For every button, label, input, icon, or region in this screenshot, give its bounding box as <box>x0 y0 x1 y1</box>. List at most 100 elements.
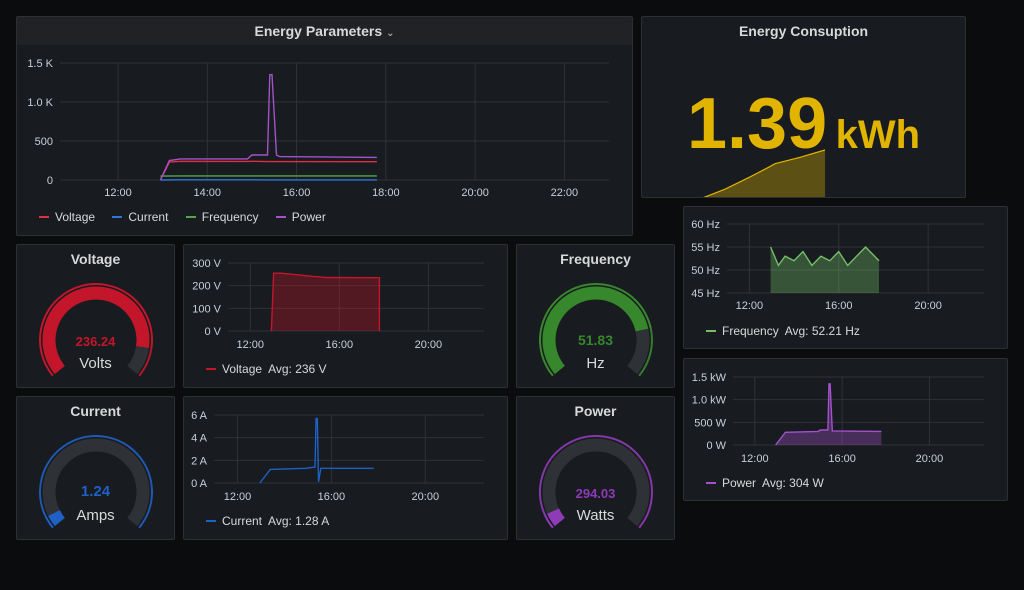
gauge-threshold-ring <box>45 516 54 529</box>
legend-item-frequency[interactable]: Frequency <box>185 210 259 224</box>
legend-label: Frequency <box>201 210 259 224</box>
legend-swatch-power <box>275 215 286 218</box>
series-line <box>775 383 882 446</box>
y-tick-label: 1.5 K <box>27 58 53 70</box>
energy-consumption-value: 1.39 <box>686 84 828 164</box>
y-tick-label: 0 <box>47 175 53 187</box>
legend-swatch-frequency <box>185 215 196 218</box>
legend-item-power[interactable]: Power <box>275 210 326 224</box>
x-tick-label: 16:00 <box>318 491 346 503</box>
x-tick-label: 20:00 <box>412 491 440 503</box>
series-line <box>270 272 381 332</box>
legend-item-current[interactable]: Current Avg: 1.28 A <box>206 514 329 528</box>
voltage-gauge-unit: Volts <box>79 355 112 372</box>
y-tick-label: 0 V <box>204 326 221 338</box>
x-tick-label: 22:00 <box>551 187 579 199</box>
y-tick-label: 500 <box>35 136 53 148</box>
x-tick-label: 12:00 <box>741 453 769 465</box>
power-gauge-unit: Watts <box>576 507 615 524</box>
legend-swatch-frequency <box>706 329 716 332</box>
power-chart: 0 W 500 W 1.0 kW 1.5 kW 12:00 16:00 20:00 <box>692 372 984 465</box>
gauge-fill <box>542 286 649 375</box>
gauge-threshold-ring <box>39 435 153 529</box>
x-tick-label: 20:00 <box>415 339 443 351</box>
legend-item-power[interactable]: Power Avg: 304 W <box>706 476 824 490</box>
gauge-threshold-ring <box>539 435 653 529</box>
legend-label: Current <box>222 514 263 528</box>
legend-swatch-voltage <box>39 215 49 218</box>
legend-label: Power <box>291 210 326 224</box>
power-gauge <box>539 435 653 529</box>
legend-item-current[interactable]: Current <box>112 210 168 224</box>
panel-title[interactable]: Voltage <box>70 251 121 267</box>
voltage-chart: 0 V 100 V 200 V 300 V 12:00 16:00 20:00 <box>192 258 484 351</box>
energy-consumption-sparkline <box>703 149 826 197</box>
y-tick-label: 200 V <box>192 281 221 293</box>
current-gauge-panel: Current 1.24 Amps <box>16 396 175 540</box>
legend-avg: Avg: 1.28 A <box>268 514 330 528</box>
series-line <box>259 417 374 484</box>
panel-header[interactable] <box>17 17 632 45</box>
legend-swatch-current <box>112 215 123 218</box>
current-graph-legend: Current Avg: 1.28 A <box>206 514 343 528</box>
x-tick-label: 18:00 <box>372 187 400 199</box>
voltage-gauge-panel: Voltage 236.24 Volts <box>16 244 175 388</box>
y-tick-label: 1.0 kW <box>692 395 727 407</box>
x-tick-label: 12:00 <box>236 339 264 351</box>
power-gauge-value: 294.03 <box>575 486 616 501</box>
y-tick-label: 1.0 K <box>27 97 53 109</box>
x-tick-label: 16:00 <box>283 187 311 199</box>
energy-consumption-panel: Energy Consuption 1.39 kWh <box>641 16 966 198</box>
energy-parameters-panel: Energy Parameters ⌄ 0 500 1.0 K 1.5 K 12:00 14… <box>16 16 633 236</box>
sparkline-area <box>705 150 825 197</box>
series-area <box>271 273 380 331</box>
legend-item-frequency[interactable]: Frequency Avg: 52.21 Hz <box>706 324 860 338</box>
frequency-chart: 45 Hz 50 Hz 55 Hz 60 Hz 12:00 16:00 20:00 <box>691 219 984 312</box>
y-tick-label: 50 Hz <box>691 265 720 277</box>
legend-label: Frequency <box>722 324 779 338</box>
gauge-track <box>42 438 150 527</box>
frequency-graph-panel: 45 Hz 50 Hz 55 Hz 60 Hz 12:00 16:00 20:00 Freq… <box>683 206 1008 349</box>
current-chart: 0 A 2 A 4 A 6 A 12:00 16:00 20:00 <box>191 410 484 503</box>
gauge-fill <box>547 508 565 527</box>
legend-avg: Avg: 304 W <box>762 476 824 490</box>
legend-avg: Avg: 52.21 Hz <box>784 324 860 338</box>
gauge-threshold-ring <box>543 514 554 529</box>
energy-parameters-chart: 0 500 1.0 K 1.5 K 12:00 14:00 16:00 18:00 20:00 2… <box>27 58 609 199</box>
x-tick-label: 12:00 <box>104 187 132 199</box>
series-line <box>769 245 880 267</box>
current-gauge <box>39 435 153 529</box>
y-tick-label: 0 W <box>706 440 726 452</box>
gauge-fill <box>48 510 65 527</box>
legend-label: Current <box>128 210 169 224</box>
x-tick-label: 16:00 <box>825 300 853 312</box>
voltage-gauge-value: 236.24 <box>75 334 116 349</box>
legend-item-voltage[interactable]: Voltage <box>39 210 95 224</box>
legend-swatch-voltage <box>206 367 216 370</box>
gauge-threshold-ring <box>539 283 652 377</box>
gauge-threshold-ring <box>138 348 153 377</box>
panel-title[interactable]: Power <box>574 403 617 419</box>
voltage-graph-legend: Voltage Avg: 236 V <box>206 362 341 376</box>
power-gauge-panel: Power 294.03 Watts <box>516 396 675 540</box>
power-graph-panel: 0 W 500 W 1.0 kW 1.5 kW 12:00 16:00 20:00 Powe… <box>683 358 1008 501</box>
current-graph-panel: 0 A 2 A 4 A 6 A 12:00 16:00 20:00 Current Avg:… <box>183 396 508 540</box>
chevron-down-icon[interactable]: ⌄ <box>386 28 395 39</box>
legend-swatch-current <box>206 519 216 522</box>
x-tick-label: 16:00 <box>326 339 354 351</box>
x-tick-label: 20:00 <box>916 453 944 465</box>
voltage-gauge <box>39 283 153 377</box>
gauge-fill <box>42 286 150 375</box>
sparkline-line <box>703 149 826 197</box>
frequency-gauge-panel: Frequency 51.83 Hz <box>516 244 675 388</box>
panel-title[interactable]: Frequency <box>560 251 631 267</box>
panel-title-text[interactable]: Energy Parameters <box>254 23 383 39</box>
y-tick-label: 4 A <box>191 433 208 445</box>
x-tick-label: 20:00 <box>914 300 942 312</box>
legend-item-voltage[interactable]: Voltage Avg: 236 V <box>206 362 327 376</box>
panel-title[interactable]: Current <box>70 403 121 419</box>
current-gauge-unit: Amps <box>76 507 115 524</box>
panel-title[interactable]: Energy Parameters ⌄ <box>17 23 632 39</box>
panel-title[interactable]: Energy Consuption <box>738 23 869 39</box>
energy-parameters-legend: Voltage Current Frequency Power <box>39 210 340 224</box>
